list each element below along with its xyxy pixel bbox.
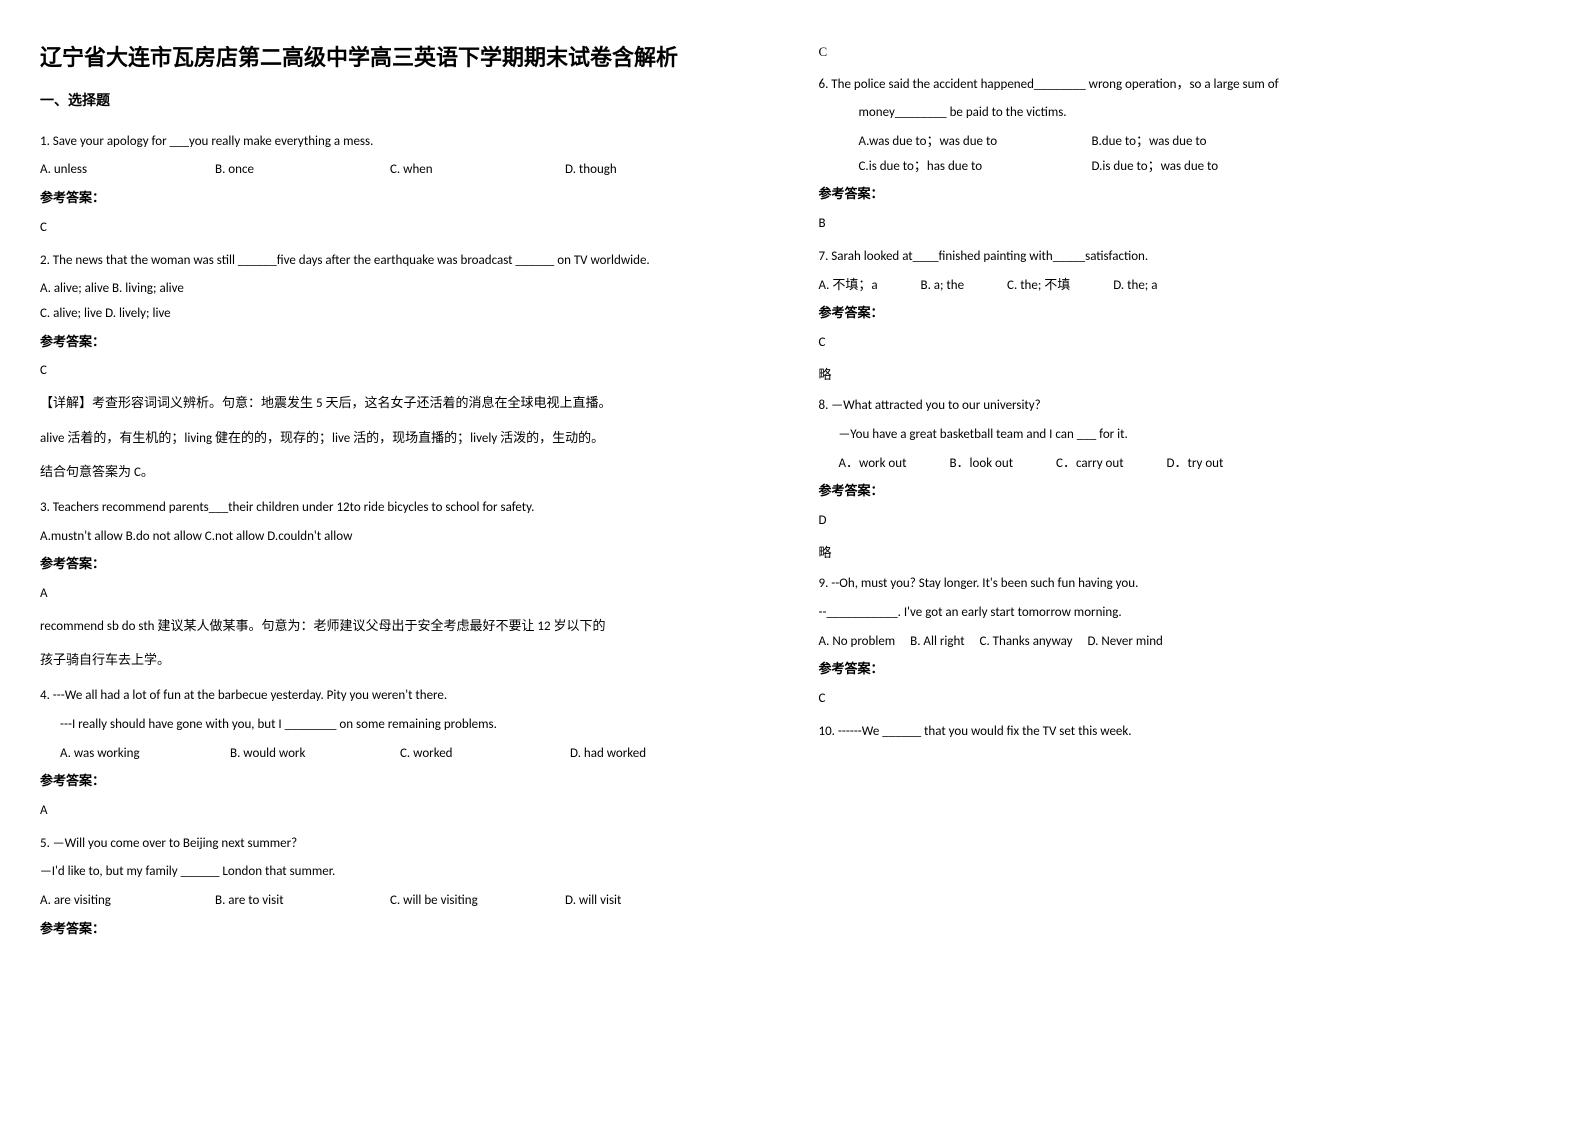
- q9-answer-label: 参考答案：: [819, 658, 1548, 683]
- page-container: 辽宁省大连市瓦房店第二高级中学高三英语下学期期末试卷含解析 一、选择题 1. S…: [40, 40, 1547, 948]
- question-9: 9. --Oh, must you? Stay longer. It's bee…: [819, 572, 1548, 711]
- q2-explanation2: alive 活着的，有生机的；living 健在的的，现存的；live 活的，现…: [40, 427, 769, 452]
- q3-answer-label: 参考答案：: [40, 553, 769, 578]
- q8-note: 略: [819, 542, 1548, 567]
- q8-text2: —You have a great basketball team and I …: [819, 423, 1548, 448]
- q3-answer: A: [40, 582, 769, 607]
- q1-optC: C. when: [390, 158, 565, 183]
- q5-optB: B. are to visit: [215, 889, 390, 914]
- q9-text: 9. --Oh, must you? Stay longer. It's bee…: [819, 572, 1548, 597]
- q1-optA: A. unless: [40, 158, 215, 183]
- q4-optC: C. worked: [400, 742, 570, 767]
- q2-optsC: C. alive; live D. lively; live: [40, 302, 769, 327]
- q2-answer-label: 参考答案：: [40, 331, 769, 356]
- question-7: 7. Sarah looked at____finished painting …: [819, 245, 1548, 388]
- q3-text: 3. Teachers recommend parents___their ch…: [40, 496, 769, 521]
- q5-optA: A. are visiting: [40, 889, 215, 914]
- q5-text2: —I'd like to, but my family ______ Londo…: [40, 860, 769, 885]
- q1-options: A. unless B. once C. when D. though: [40, 158, 740, 183]
- question-3: 3. Teachers recommend parents___their ch…: [40, 496, 769, 674]
- q9-options: A. No problem B. All right C. Thanks any…: [819, 630, 1548, 655]
- q9-text2: --___________. I've got an early start t…: [819, 601, 1548, 626]
- question-10: 10. ------We ______ that you would fix t…: [819, 720, 1548, 745]
- q7-optA: A. 不填；a: [819, 274, 878, 299]
- q8-optA: A．work out: [839, 452, 907, 477]
- q4-options: A. was working B. would work C. worked D…: [40, 742, 740, 767]
- q6-options-row1: A.was due to；was due to B.due to；was due…: [819, 130, 1548, 155]
- q7-answer: C: [819, 331, 1548, 356]
- q6-optD: D.is due to；was due to: [1091, 159, 1218, 174]
- q9-optB: B. All right: [910, 630, 964, 655]
- q8-optB: B．look out: [949, 452, 1013, 477]
- q6-options-row2: C.is due to；has due to D.is due to；was d…: [819, 155, 1548, 180]
- question-5: 5. —Will you come over to Beijing next s…: [40, 832, 769, 943]
- question-6: 6. The police said the accident happened…: [819, 73, 1548, 237]
- q9-optC: C. Thanks anyway: [980, 630, 1073, 655]
- q5-answer: C: [819, 40, 1548, 65]
- q6-text: 6. The police said the accident happened…: [819, 73, 1548, 98]
- q5-optD: D. will visit: [565, 889, 740, 914]
- q7-optB: B. a; the: [921, 274, 965, 299]
- q6-optA: A.was due to；was due to: [859, 130, 1089, 155]
- q4-optD: D. had worked: [570, 742, 740, 767]
- q5-optC: C. will be visiting: [390, 889, 565, 914]
- question-1: 1. Save your apology for ___you really m…: [40, 130, 769, 241]
- q5-answer-label: 参考答案：: [40, 918, 769, 943]
- q3-explanation2: 孩子骑自行车去上学。: [40, 649, 769, 674]
- q1-text: 1. Save your apology for ___you really m…: [40, 130, 769, 155]
- q6-answer-label: 参考答案：: [819, 183, 1548, 208]
- q7-answer-label: 参考答案：: [819, 302, 1548, 327]
- q9-optA: A. No problem: [819, 630, 896, 655]
- q1-optD: D. though: [565, 158, 740, 183]
- q1-optB: B. once: [215, 158, 390, 183]
- q2-explanation1: 【详解】考查形容词词义辨析。句意：地震发生 5 天后，这名女子还活着的消息在全球…: [40, 392, 769, 417]
- q7-text: 7. Sarah looked at____finished painting …: [819, 245, 1548, 270]
- q8-answer: D: [819, 509, 1548, 534]
- q3-opts: A.mustn't allow B.do not allow C.not all…: [40, 525, 769, 550]
- q8-optC: C．carry out: [1056, 452, 1124, 477]
- q1-answer-label: 参考答案：: [40, 187, 769, 212]
- q2-optsA: A. alive; alive B. living; alive: [40, 277, 769, 302]
- q2-text: 2. The news that the woman was still ___…: [40, 249, 769, 274]
- q4-optA: A. was working: [60, 742, 230, 767]
- q8-text: 8. —What attracted you to our university…: [819, 394, 1548, 419]
- right-column: C 6. The police said the accident happen…: [819, 40, 1548, 948]
- q6-answer: B: [819, 212, 1548, 237]
- q4-text: 4. ---We all had a lot of fun at the bar…: [40, 684, 769, 709]
- q9-optD: D. Never mind: [1087, 630, 1162, 655]
- q5-options: A. are visiting B. are to visit C. will …: [40, 889, 740, 914]
- q6-optB: B.due to；was due to: [1091, 134, 1206, 149]
- q6-optC: C.is due to；has due to: [859, 155, 1089, 180]
- q4-answer: A: [40, 799, 769, 824]
- q7-options: A. 不填；a B. a; the C. the; 不填 D. the; a: [819, 274, 1548, 299]
- document-title: 辽宁省大连市瓦房店第二高级中学高三英语下学期期末试卷含解析: [40, 40, 769, 75]
- q2-answer: C: [40, 359, 769, 384]
- q6-text2: money________ be paid to the victims.: [819, 101, 1548, 126]
- q9-answer: C: [819, 687, 1548, 712]
- question-8: 8. —What attracted you to our university…: [819, 394, 1548, 566]
- question-2: 2. The news that the woman was still ___…: [40, 249, 769, 487]
- q7-optC: C. the; 不填: [1007, 274, 1070, 299]
- q4-optB: B. would work: [230, 742, 400, 767]
- question-4: 4. ---We all had a lot of fun at the bar…: [40, 684, 769, 823]
- q4-answer-label: 参考答案：: [40, 770, 769, 795]
- q10-text: 10. ------We ______ that you would fix t…: [819, 720, 1548, 745]
- q7-note: 略: [819, 364, 1548, 389]
- q1-answer: C: [40, 216, 769, 241]
- section-header: 一、选择题: [40, 89, 769, 116]
- left-column: 辽宁省大连市瓦房店第二高级中学高三英语下学期期末试卷含解析 一、选择题 1. S…: [40, 40, 769, 948]
- q7-optD: D. the; a: [1113, 274, 1157, 299]
- q8-options: A．work out B．look out C．carry out D．try …: [819, 452, 1548, 477]
- q8-optD: D．try out: [1167, 452, 1224, 477]
- q5-text: 5. —Will you come over to Beijing next s…: [40, 832, 769, 857]
- q4-text2: ---I really should have gone with you, b…: [40, 713, 769, 738]
- q2-explanation3: 结合句意答案为 C。: [40, 461, 769, 486]
- q3-explanation1: recommend sb do sth 建议某人做某事。句意为：老师建议父母出于…: [40, 615, 769, 640]
- q8-answer-label: 参考答案：: [819, 480, 1548, 505]
